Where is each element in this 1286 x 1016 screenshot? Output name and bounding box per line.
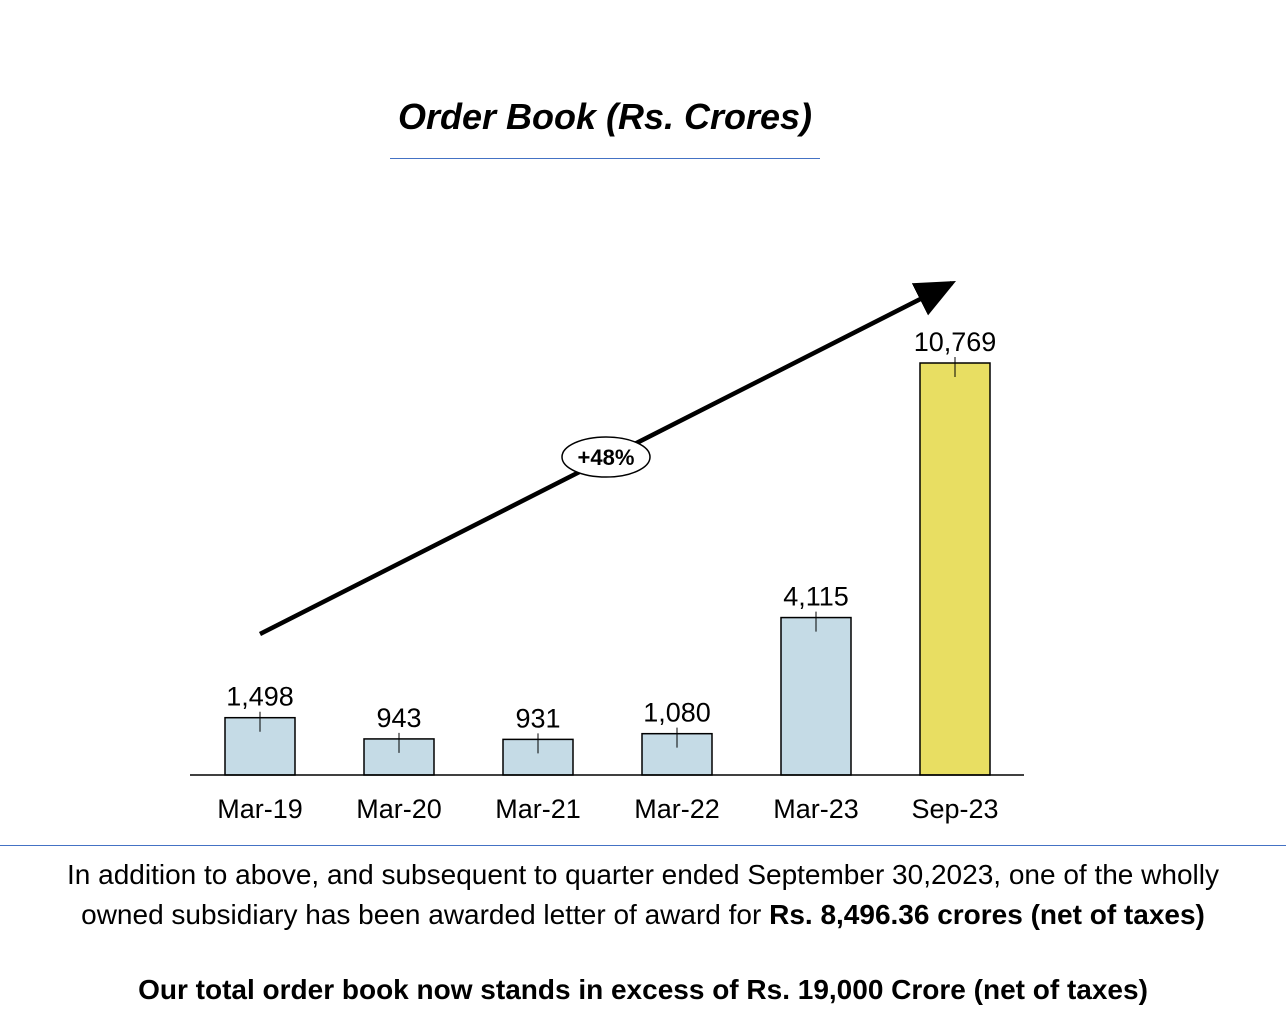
growth-label: +48% — [578, 445, 635, 470]
data-label-mar-19: 1,498 — [226, 682, 294, 712]
x-tick-label-mar-22: Mar-22 — [634, 794, 720, 824]
x-tick-label-mar-20: Mar-20 — [356, 794, 442, 824]
x-tick-label-mar-23: Mar-23 — [773, 794, 859, 824]
x-tick-label-sep-23: Sep-23 — [911, 794, 998, 824]
footnote-line-2: owned subsidiary has been awarded letter… — [0, 895, 1286, 935]
growth-badge — [561, 436, 651, 478]
data-label-mar-22: 1,080 — [643, 698, 711, 728]
footnote-line-2-text: owned subsidiary has been awarded letter… — [81, 899, 770, 930]
x-tick-label-mar-21: Mar-21 — [495, 794, 581, 824]
bar-mar-23 — [780, 616, 852, 776]
x-tick-label-mar-19: Mar-19 — [217, 794, 303, 824]
data-label-mar-20: 943 — [376, 703, 421, 733]
trend-annotation: +48% — [258, 280, 957, 637]
footnote: In addition to above, and subsequent to … — [0, 855, 1286, 935]
data-label-mar-23: 4,115 — [783, 582, 849, 612]
footnote-line-1: In addition to above, and subsequent to … — [67, 859, 1219, 890]
section-divider — [0, 845, 1286, 846]
award-amount: Rs. 8,496.36 crores (net of taxes) — [769, 899, 1205, 930]
x-tick-labels: Mar-19 Mar-20 Mar-21 Mar-22 Mar-23 Sep-23 — [217, 794, 998, 824]
bars-layer: 1,498 943 931 1,080 4,115 10,769 — [224, 327, 997, 776]
title-underline — [390, 158, 820, 159]
order-book-summary: Our total order book now stands in exces… — [138, 974, 1148, 1005]
order-book-chart: 1,498 943 931 1,080 4,115 10,769 Mar-19 Mar-20… — [190, 280, 1024, 824]
bar-sep-23 — [919, 362, 991, 776]
data-label-sep-23: 10,769 — [914, 327, 997, 357]
data-label-mar-21: 931 — [515, 703, 560, 733]
chart-title: Order Book (Rs. Crores) — [397, 96, 813, 137]
